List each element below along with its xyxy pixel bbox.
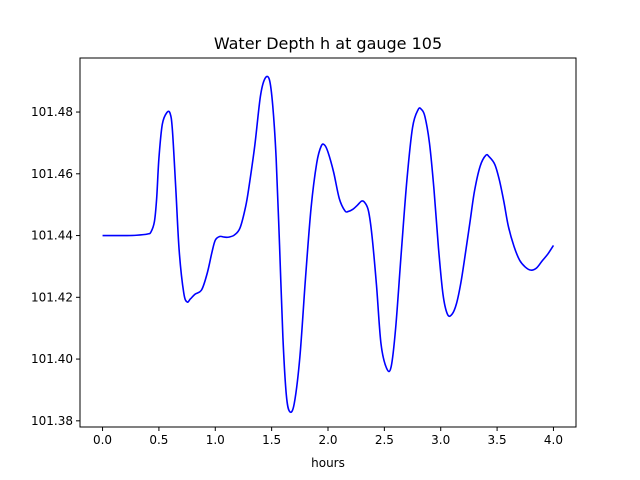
x-tick-label: 0.0 [93, 433, 112, 447]
y-tick-label: 101.46 [31, 167, 73, 181]
x-tick-label: 2.5 [375, 433, 394, 447]
x-tick-label: 3.5 [488, 433, 507, 447]
series-line [102, 75, 555, 414]
series-layer [102, 75, 555, 414]
x-tick-label: 3.0 [431, 433, 450, 447]
x-tick-label: 2.0 [318, 433, 337, 447]
chart-title: Water Depth h at gauge 105 [214, 34, 442, 53]
x-axis-label: hours [311, 456, 345, 470]
y-tick-label: 101.40 [31, 352, 73, 366]
x-tick-label: 4.0 [544, 433, 563, 447]
x-tick-label: 1.5 [262, 433, 281, 447]
y-tick-label: 101.42 [31, 290, 73, 304]
x-tick-label: 1.0 [206, 433, 225, 447]
y-tick-label: 101.44 [31, 229, 73, 243]
plot-area [80, 58, 576, 427]
x-tick-label: 0.5 [149, 433, 168, 447]
y-tick-label: 101.48 [31, 105, 73, 119]
y-axis: 101.38 101.40 101.42 101.44 101.46 101.48 [31, 105, 80, 428]
y-tick-label: 101.38 [31, 414, 73, 428]
x-axis: 0.0 0.5 1.0 1.5 2.0 2.5 3.0 3.5 4.0 [93, 427, 563, 447]
